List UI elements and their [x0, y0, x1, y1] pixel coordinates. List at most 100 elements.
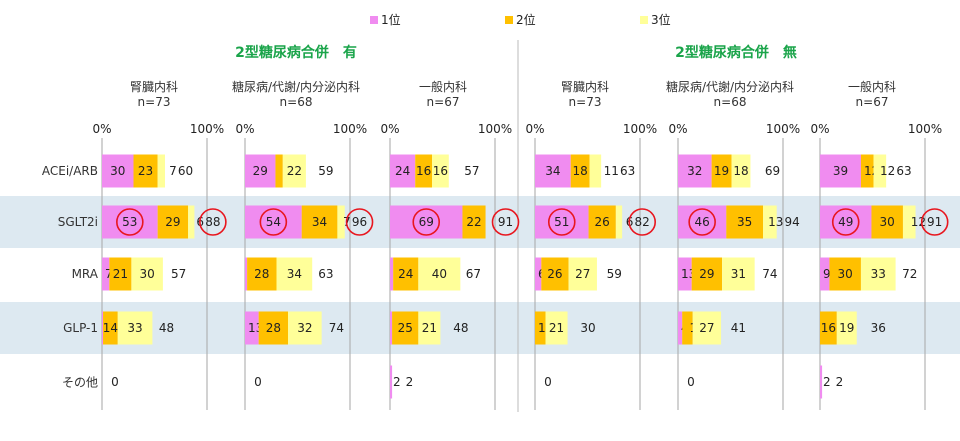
data-label-1位: 46	[695, 215, 710, 229]
total-label: 63	[620, 164, 635, 178]
bar-segment-2位	[829, 257, 861, 291]
legend-item-rank2: 2位	[505, 12, 536, 28]
data-label-3位: 18	[733, 164, 748, 178]
data-label-2位: 26	[595, 215, 610, 229]
total-label: 0	[111, 375, 119, 389]
bar-segment-1位	[102, 154, 134, 188]
bar-segment-1位	[390, 311, 393, 345]
legend-label-rank3: 3位	[651, 13, 671, 27]
panel-header-2: 糖尿病/代謝/内分泌内科 n=68	[216, 80, 376, 110]
bar-segment-2位	[682, 311, 693, 345]
bar-segment-3位	[836, 311, 857, 345]
bar-segment-2位	[820, 311, 837, 345]
bar-segment-3位	[418, 311, 441, 345]
total-label: 67	[466, 267, 481, 281]
total-label: 0	[687, 375, 695, 389]
data-label-1位: 9	[823, 267, 831, 281]
data-label-2位: 29	[699, 267, 714, 281]
panel-n: n=67	[426, 95, 460, 109]
data-label-2位: 22	[466, 215, 481, 229]
bar-segment-3位	[722, 257, 755, 291]
bar-segment-3位	[763, 205, 777, 239]
panel-n: n=68	[713, 95, 747, 109]
data-label-3位: 40	[432, 267, 447, 281]
total-label: 48	[159, 321, 174, 335]
bar-segment-3位	[860, 257, 896, 291]
row-label-sglt2i: SGLT2i	[57, 215, 98, 229]
data-label-2位: 19	[714, 164, 729, 178]
data-label-1位: 7	[105, 267, 113, 281]
bar-segment-1位	[678, 205, 727, 239]
bar-segment-1位	[245, 257, 248, 291]
data-label-2位: 35	[737, 215, 752, 229]
total-label: 74	[329, 321, 344, 335]
total-label: 57	[464, 164, 479, 178]
panel-n: n=67	[855, 95, 889, 109]
total-label: 82	[635, 215, 650, 229]
bar-segment-2位	[103, 311, 118, 345]
bar-segment-2位	[109, 257, 132, 291]
tick-label-zero: 0%	[380, 122, 399, 136]
panel-subtitle: 糖尿病/代謝/内分泌内科	[665, 80, 795, 94]
panel-header-4: 腎臓内科 n=73	[505, 80, 665, 110]
row-label-mra: MRA	[71, 267, 98, 281]
bar-segment-2位	[860, 154, 874, 188]
data-label-2位: 24	[398, 267, 413, 281]
bar-segment-1位	[535, 205, 589, 239]
bar-segment-3位	[282, 154, 306, 188]
data-label-1位: 24	[395, 164, 410, 178]
data-label-3位: 27	[575, 267, 590, 281]
tick-label-hundred: 100%	[478, 122, 512, 136]
data-label-2位: 16	[821, 321, 836, 335]
data-label-3位: 7	[169, 164, 177, 178]
total-label: 69	[765, 164, 780, 178]
bar-segment-2位	[570, 154, 590, 188]
data-label-2位: 14	[103, 321, 118, 335]
total-label: 91	[498, 215, 513, 229]
data-label-3位: 11	[604, 164, 619, 178]
data-label-1位: 2	[393, 375, 401, 389]
bar-segment-1位	[102, 257, 110, 291]
data-label-1位: 69	[419, 215, 434, 229]
bar-segment-1位	[535, 257, 542, 291]
data-label-3位: 21	[422, 321, 437, 335]
total-label: 63	[896, 164, 911, 178]
data-label-3位: 21	[549, 321, 564, 335]
bar-segment-1位	[102, 311, 104, 345]
bar-segment-1位	[245, 311, 259, 345]
bar-segment-2位	[462, 205, 486, 239]
total-label: 63	[318, 267, 333, 281]
tick-label-hundred: 100%	[908, 122, 942, 136]
total-label: 57	[171, 267, 186, 281]
panel-n: n=68	[279, 95, 313, 109]
legend-item-rank3: 3位	[640, 12, 671, 28]
bar-segment-3位	[432, 154, 449, 188]
total-label: 88	[205, 215, 220, 229]
data-label-2位: 16	[416, 164, 431, 178]
panel-subtitle: 一般内科	[847, 80, 896, 94]
panel-header-1: 腎臓内科 n=73	[74, 80, 234, 110]
highlight-circle-rank1	[116, 208, 144, 236]
bar-segment-2位	[541, 257, 569, 291]
data-label-1位: 53	[122, 215, 137, 229]
total-label: 0	[544, 375, 552, 389]
total-label: 36	[871, 321, 886, 335]
bar-segment-3位	[873, 154, 887, 188]
data-label-3位: 31	[731, 267, 746, 281]
bar-segment-1位	[390, 205, 463, 239]
data-label-2位: 18	[573, 164, 588, 178]
data-label-3位: 27	[699, 321, 714, 335]
row-label-acei-arb: ACEi/ARB	[41, 164, 98, 178]
bar-segment-1位	[820, 154, 861, 188]
data-label-3位: 13	[768, 215, 783, 229]
panel-n: n=73	[137, 95, 171, 109]
data-label-3位: 30	[140, 267, 155, 281]
total-label: 96	[352, 215, 367, 229]
data-label-1位: 2	[823, 375, 831, 389]
total-label: 0	[254, 375, 262, 389]
data-label-3位: 32	[297, 321, 312, 335]
panel-subtitle: 腎臓内科	[129, 80, 178, 94]
bar-segment-3位	[418, 257, 461, 291]
